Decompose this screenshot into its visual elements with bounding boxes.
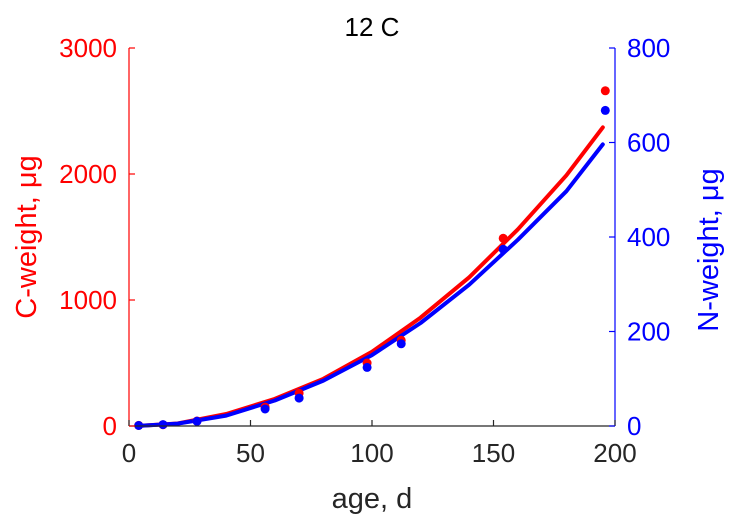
carbon-point-8 xyxy=(600,86,610,96)
carbon-fit-line xyxy=(134,125,605,428)
fit-curves xyxy=(134,125,605,428)
carbon-point-7 xyxy=(498,233,508,243)
x-tick-label: 100 xyxy=(350,438,393,468)
nitrogen-point-7 xyxy=(498,244,508,254)
right-tick-label: 600 xyxy=(627,128,670,158)
x-tick-label: 150 xyxy=(472,438,515,468)
axes xyxy=(128,48,616,427)
right-tick-label: 400 xyxy=(627,222,670,252)
left-tick-label: 3000 xyxy=(59,33,117,63)
x-axis-ticks: 0 50 100 150 200 xyxy=(122,420,637,468)
chart-title: 12 C xyxy=(345,12,400,42)
nitrogen-fit-line xyxy=(134,142,605,428)
right-tick-label: 0 xyxy=(627,411,641,441)
left-tick-label: 0 xyxy=(103,411,117,441)
nitrogen-point-8 xyxy=(600,105,610,115)
nitrogen-point-1 xyxy=(158,420,168,430)
nitrogen-point-5 xyxy=(362,362,372,372)
right-tick-label: 800 xyxy=(627,33,670,63)
nitrogen-point-2 xyxy=(192,416,202,426)
right-axis-ticks: 0 200 400 600 800 xyxy=(609,33,670,441)
left-axis-label: C-weight, μg xyxy=(11,155,43,318)
left-tick-label: 2000 xyxy=(59,159,117,189)
x-tick-label: 200 xyxy=(593,438,636,468)
left-axis-ticks: 0 1000 2000 3000 xyxy=(59,33,135,441)
nitrogen-point-3 xyxy=(260,404,270,414)
x-axis-label: age, d xyxy=(332,483,413,515)
x-tick-label: 50 xyxy=(236,438,265,468)
nitrogen-point-4 xyxy=(294,393,304,403)
x-tick-label: 0 xyxy=(122,438,136,468)
nitrogen-point-6 xyxy=(396,339,406,349)
data-points xyxy=(134,86,610,430)
left-tick-label: 1000 xyxy=(59,285,117,315)
right-tick-label: 200 xyxy=(627,317,670,347)
right-axis-label: N-weight, μg xyxy=(693,168,725,331)
